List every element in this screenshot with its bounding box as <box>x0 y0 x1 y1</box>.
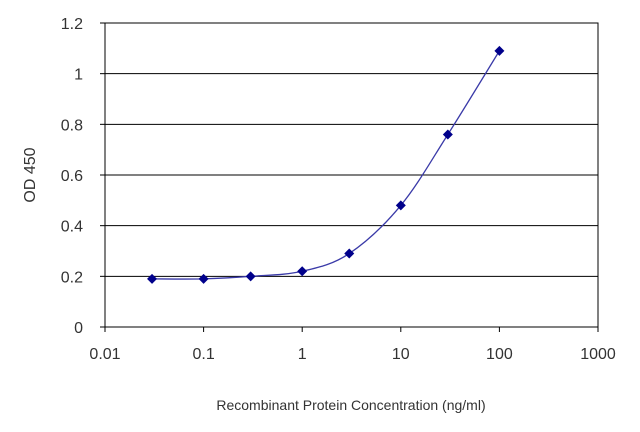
data-point <box>494 45 505 56</box>
y-tick-label: 0 <box>74 320 83 337</box>
data-point <box>344 248 355 259</box>
x-tick-label: 0.1 <box>192 346 214 363</box>
data-point <box>395 200 406 211</box>
y-axis: 0 0.2 0.4 0.6 0.8 1 1.2 <box>61 16 105 337</box>
series-group <box>147 45 505 284</box>
data-point <box>245 271 256 282</box>
x-tick-label: 1000 <box>580 346 616 363</box>
y-tick-label: 0.4 <box>61 219 83 236</box>
x-axis-label: Recombinant Protein Concentration (ng/ml… <box>216 397 485 413</box>
y-tick-label: 0.2 <box>61 269 83 286</box>
y-axis-label: OD 450 <box>22 147 39 202</box>
y-tick-label: 1.2 <box>61 16 83 33</box>
data-point <box>198 273 209 284</box>
y-tick-label: 0.6 <box>61 168 83 185</box>
gridlines <box>105 73 598 277</box>
data-point <box>442 129 453 140</box>
data-point <box>147 273 158 284</box>
data-point <box>297 266 308 277</box>
series-line <box>152 50 500 280</box>
x-tick-label: 100 <box>486 346 513 363</box>
x-tick-label: 1 <box>298 346 307 363</box>
x-axis: 0.01 0.1 1 10 100 1000 <box>89 327 616 363</box>
y-tick-label: 1 <box>74 67 83 84</box>
x-tick-label: 0.01 <box>89 346 120 363</box>
x-tick-label: 10 <box>392 346 410 363</box>
y-tick-label: 0.8 <box>61 117 83 134</box>
